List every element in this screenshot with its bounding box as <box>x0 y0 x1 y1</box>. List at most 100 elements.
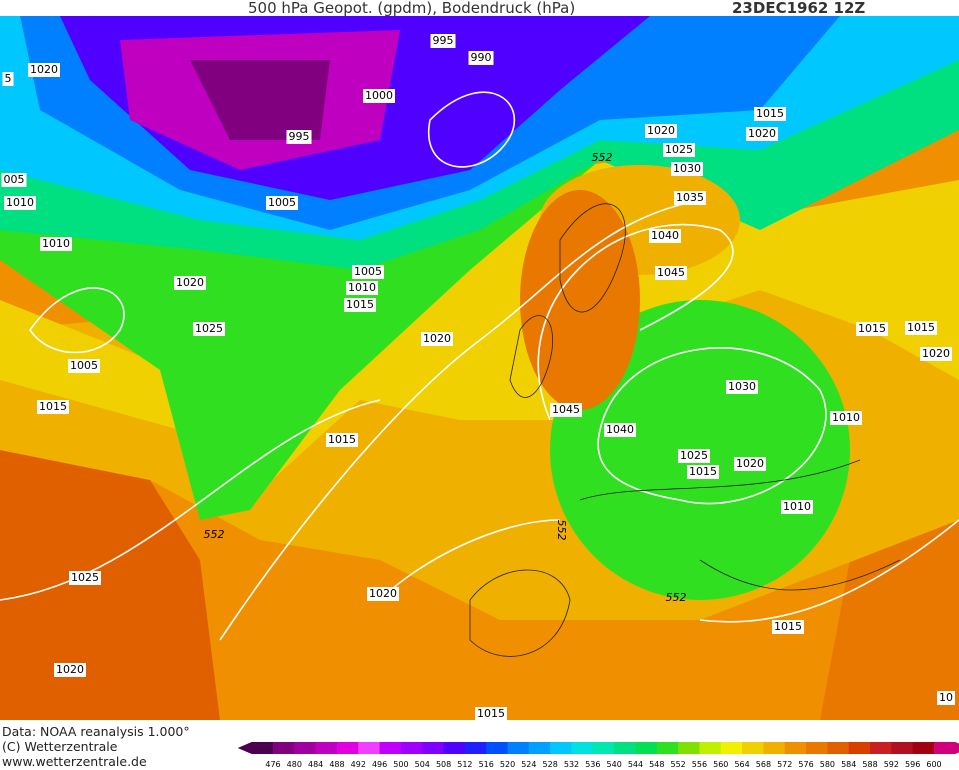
contour-value: 1040 <box>606 423 634 436</box>
contour-label: 1020 <box>421 332 453 346</box>
label-box <box>352 265 384 279</box>
contour-label: 1015 <box>687 465 719 479</box>
colorbar-swatch <box>422 742 445 754</box>
label-box <box>550 403 582 417</box>
contour-value: 1020 <box>748 127 776 140</box>
label-box <box>781 500 813 514</box>
colorbar-label: 572 <box>777 760 792 769</box>
label-box <box>856 322 888 336</box>
colorbar-label: 580 <box>820 760 835 769</box>
label-box <box>28 63 60 77</box>
colorbar-label: 584 <box>841 760 856 769</box>
label-box <box>645 124 677 138</box>
contour-value: 1010 <box>6 196 34 209</box>
colorbar-swatch <box>358 742 381 754</box>
copyright: (C) Wetterzentrale <box>2 739 118 754</box>
label-box <box>475 707 507 721</box>
coastlines <box>469 203 901 657</box>
colorbar-label: 512 <box>457 760 472 769</box>
contour-label: 1020 <box>920 347 952 361</box>
label-box <box>367 587 399 601</box>
contour-value: 552 <box>204 528 225 541</box>
label-box <box>604 423 636 437</box>
colorbar-label: 552 <box>670 760 685 769</box>
contour-value: 1015 <box>689 465 717 478</box>
contour-value: 1015 <box>774 620 802 633</box>
contour-value: 1020 <box>369 587 397 600</box>
contour-value: 1045 <box>552 403 580 416</box>
label-box <box>772 620 804 634</box>
colorbar-label: 588 <box>862 760 877 769</box>
contour-label: 995 <box>430 34 456 48</box>
contour-value: 1035 <box>676 191 704 204</box>
contour-label: 1040 <box>604 423 636 437</box>
contour-value: 1010 <box>783 500 811 513</box>
colorbar-swatch <box>273 742 295 754</box>
colorbar-arrow <box>237 742 273 754</box>
label-box <box>734 457 766 471</box>
contour-label: 1030 <box>671 162 703 176</box>
colorbar-swatch <box>848 742 871 754</box>
colorbar-label: 544 <box>628 760 643 769</box>
label-box <box>937 691 955 705</box>
contour-label: 1015 <box>856 322 888 336</box>
contour-value: 1020 <box>423 332 451 345</box>
contour-label: 1020 <box>734 457 766 471</box>
contour-value: 1025 <box>665 143 693 156</box>
map-background <box>0 16 959 720</box>
contour-value: 552 <box>666 591 687 604</box>
colorbar-swatch <box>678 742 700 754</box>
colorbar-swatch <box>400 742 423 754</box>
contour-label: 1035 <box>674 191 706 205</box>
header-bar <box>0 0 959 16</box>
contour-value: 1015 <box>858 322 886 335</box>
label-box <box>40 237 72 251</box>
label-box <box>68 359 100 373</box>
contour-label: 1005 <box>68 359 100 373</box>
contour-label: 1025 <box>678 449 710 463</box>
map-title: 500 hPa Geopot. (gpdm), Bodendruck (hPa) <box>248 0 575 17</box>
label-box <box>193 322 225 336</box>
contour-label: 1015 <box>37 400 69 414</box>
colorbar-label: 576 <box>798 760 813 769</box>
contour-value: 1010 <box>348 281 376 294</box>
colorbar-label: 520 <box>500 760 515 769</box>
colorbar-swatch <box>763 742 786 754</box>
contour-label: 1025 <box>663 143 695 157</box>
colorbar-swatch <box>528 742 551 754</box>
contour-label: 1015 <box>475 707 507 721</box>
label-box <box>344 298 376 312</box>
contour-label: 1015 <box>905 321 937 335</box>
contour-value: 1015 <box>907 321 935 334</box>
contour-label: 1005 <box>352 265 384 279</box>
contour-value: 5 <box>5 72 12 85</box>
contour-value: 1030 <box>728 380 756 393</box>
contour-label: 552 <box>204 528 225 541</box>
colorbar-swatch <box>635 742 658 754</box>
label-box <box>655 266 687 280</box>
colorbar-swatch <box>379 742 402 754</box>
contour-value: 1030 <box>673 162 701 175</box>
colorbar-swatch <box>464 742 487 754</box>
colorbar-label: 556 <box>692 760 707 769</box>
contour-label: 10 <box>937 691 955 705</box>
label-box <box>326 433 358 447</box>
colorbar-swatch <box>806 742 828 754</box>
label-box <box>687 465 719 479</box>
contour-label: 1010 <box>4 196 36 210</box>
colorbar-label: 500 <box>393 760 408 769</box>
contour-value: 1015 <box>328 433 356 446</box>
colorbar-label: 596 <box>905 760 920 769</box>
colorbar-swatch <box>336 742 359 754</box>
colorbar-swatch <box>720 742 743 754</box>
colorbar-swatch <box>614 742 636 754</box>
label-box <box>430 34 456 48</box>
colorbar-label: 600 <box>926 760 941 769</box>
website: www.wetterzentrale.de <box>2 754 147 769</box>
contour-value: 1025 <box>195 322 223 335</box>
contour-value: 1020 <box>922 347 950 360</box>
contour-value: 552 <box>592 151 613 164</box>
label-box <box>4 196 36 210</box>
colorbar-label: 488 <box>329 760 344 769</box>
